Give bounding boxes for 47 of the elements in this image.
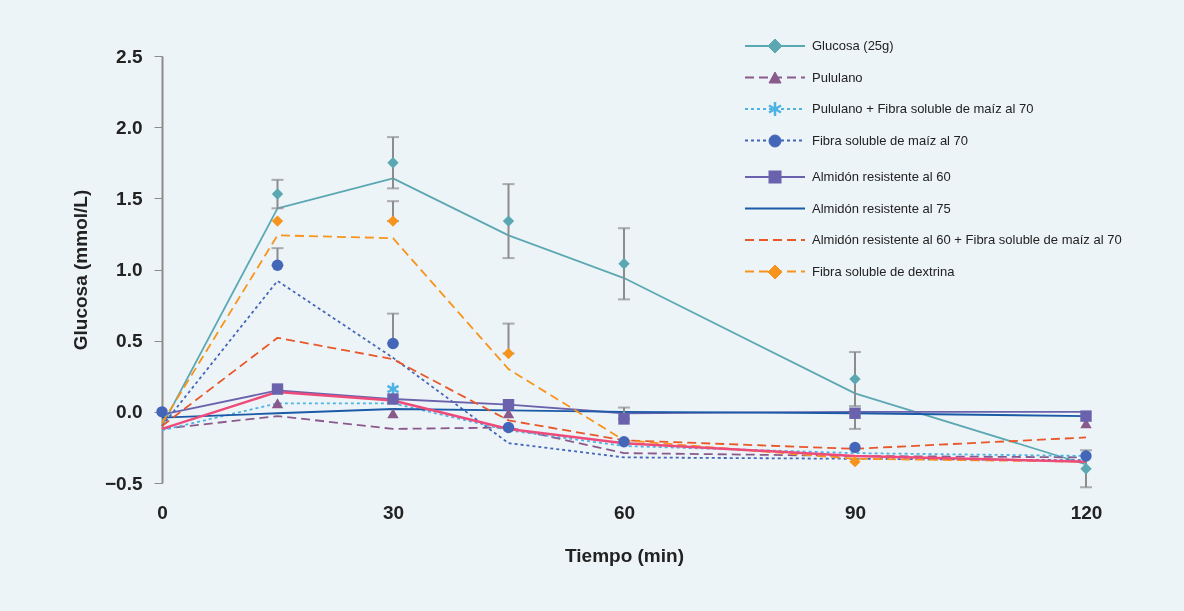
y-tick-label: 0.5	[116, 330, 143, 352]
point	[618, 258, 630, 270]
x-tick-label: 120	[1070, 501, 1103, 523]
point	[387, 337, 399, 350]
point	[1080, 463, 1092, 475]
point	[618, 436, 630, 448]
legend-label: Pululano	[812, 69, 863, 85]
point	[387, 215, 399, 227]
point	[849, 407, 861, 419]
x-tick-label: 0	[157, 501, 168, 523]
legend-label: Pululano + Fibra soluble de maíz al 70	[812, 101, 1034, 116]
point	[618, 413, 630, 425]
x-tick-label: 30	[382, 501, 405, 523]
point	[849, 373, 861, 385]
legend-label: Glucosa (25g)	[812, 38, 894, 53]
point	[387, 157, 399, 169]
point	[271, 215, 284, 227]
point	[271, 383, 284, 395]
point	[502, 399, 515, 411]
y-tick-label: 1.5	[116, 187, 143, 209]
y-tick-label: −0.5	[104, 472, 143, 494]
x-tick-label: 60	[613, 501, 636, 523]
point	[271, 188, 284, 200]
legend-label: Fibra soluble de dextrina	[812, 263, 956, 279]
y-axis-title: Glucosa (mmol/L)	[69, 189, 91, 351]
x-axis-title: Tiempo (min)	[565, 544, 684, 566]
point	[156, 406, 168, 418]
legend-label: Almidón resistente al 60	[812, 169, 951, 184]
point	[387, 393, 399, 405]
x-tick-label: 90	[844, 501, 867, 523]
point	[271, 398, 284, 409]
point	[387, 408, 399, 419]
y-tick-label: 1.0	[116, 259, 143, 280]
point	[1080, 410, 1092, 422]
legend-label: Fibra soluble de maíz al 70	[812, 132, 969, 148]
point	[1080, 450, 1092, 462]
point	[502, 215, 515, 227]
point	[502, 421, 515, 434]
point	[271, 259, 284, 271]
legend-label: Almidón resistente al 60 + Fibra soluble de maíz al 70	[812, 232, 1122, 247]
y-tick-label: 0.0	[116, 401, 143, 423]
legend-label: Almidón resistente al 75	[812, 200, 951, 216]
y-tick-label: 2.5	[116, 45, 143, 67]
point	[502, 347, 515, 360]
y-tick-label: 2.0	[116, 116, 143, 138]
point	[849, 441, 861, 454]
point	[849, 455, 861, 468]
